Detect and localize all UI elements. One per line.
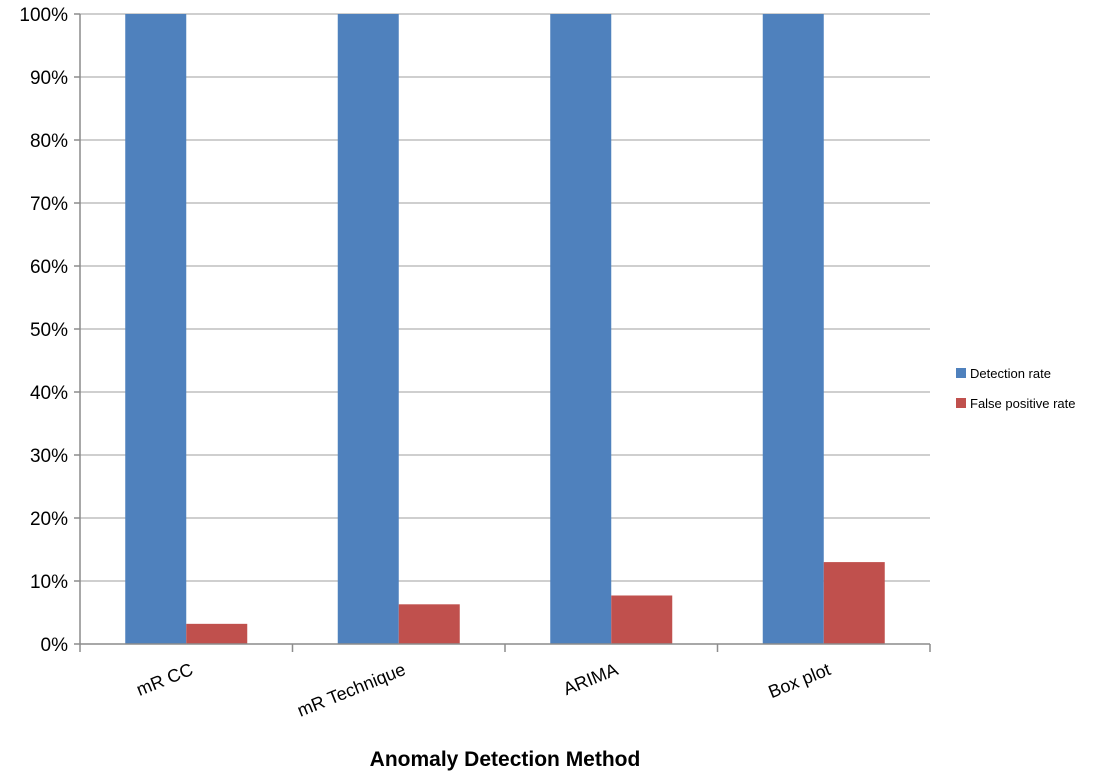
y-tick-label: 70%	[30, 194, 68, 215]
x-tick-labels: mR CC mR Technique ARIMA Box plot	[134, 659, 834, 721]
bar-false-positive-rate	[398, 604, 460, 644]
legend-label: Detection rate	[970, 366, 1051, 381]
y-tick-label: 20%	[30, 509, 68, 530]
y-tick-label: 10%	[30, 572, 68, 593]
legend: Detection rate False positive rate	[956, 366, 1076, 411]
y-tick-label: 100%	[19, 5, 68, 26]
x-tick-label: mR CC	[134, 659, 196, 700]
bar-false-positive-rate	[823, 562, 885, 644]
legend-label: False positive rate	[970, 396, 1076, 411]
y-tick-label: 60%	[30, 257, 68, 278]
bar-detection-rate	[762, 14, 824, 644]
bar-false-positive-rate	[611, 595, 673, 644]
y-tick-label: 30%	[30, 446, 68, 467]
x-axis-label: Anomaly Detection Method	[370, 748, 641, 771]
y-tick-label: 90%	[30, 68, 68, 89]
x-tick-label: Box plot	[765, 659, 833, 702]
bars	[125, 14, 885, 644]
y-tick-labels: 0% 10% 20% 30% 40% 50% 60% 70% 80% 90% 100%	[19, 5, 68, 656]
bar-detection-rate	[550, 14, 612, 644]
y-tick-label: 40%	[30, 383, 68, 404]
bar-false-positive-rate	[186, 623, 248, 644]
bar-detection-rate	[337, 14, 399, 644]
y-tick-label: 0%	[41, 635, 69, 656]
axes	[74, 13, 931, 652]
legend-swatch	[956, 398, 966, 408]
y-tick-label: 80%	[30, 131, 68, 152]
bar-detection-rate	[125, 14, 187, 644]
legend-swatch	[956, 368, 966, 378]
y-tick-label: 50%	[30, 320, 68, 341]
x-tick-label: ARIMA	[560, 659, 620, 699]
x-tick-label: mR Technique	[294, 659, 408, 721]
